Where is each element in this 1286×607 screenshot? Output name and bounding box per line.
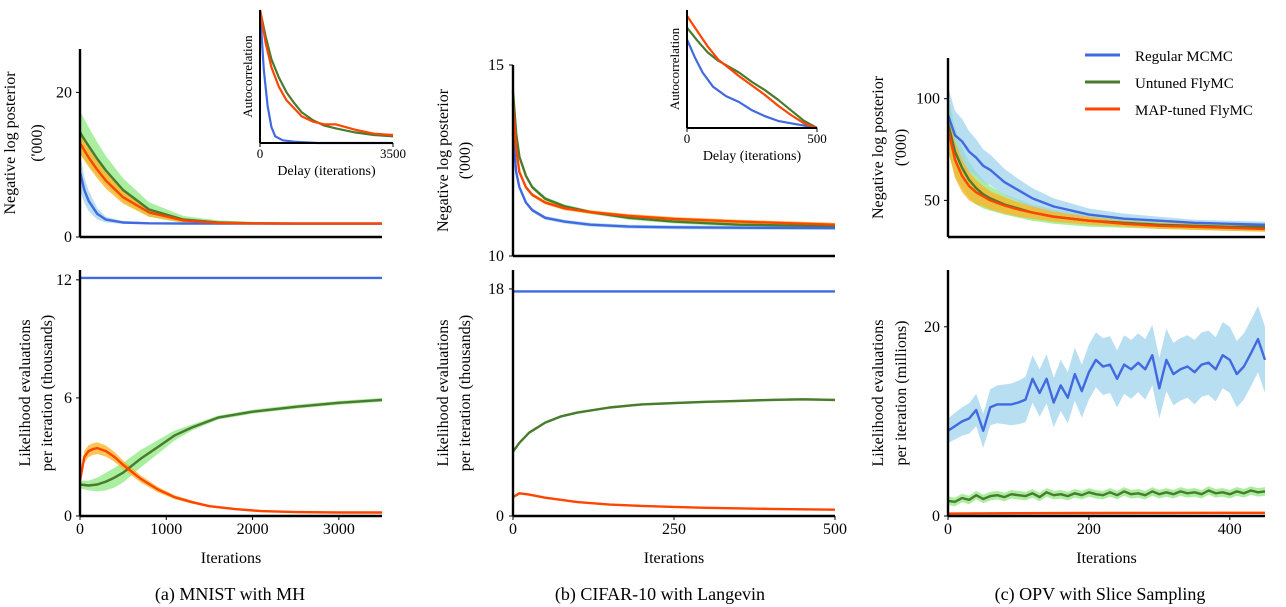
ylabel-a-bottom-0: Likelihood evaluations [17,319,34,466]
xtick-label-a-inset-1: 3500 [380,146,406,161]
ytick-label-a-bottom-0: 0 [64,508,72,525]
series-untuned-flymc-a-inset [258,9,394,138]
series-map-tuned-flymc-a-bottom [78,446,382,514]
xtick-label-c-bottom-0: 0 [944,521,952,538]
series-untuned-flymc-c-bottom [947,489,1266,503]
series-map-tuned-flymc-b-top [511,103,836,226]
series-regular-mcmc-b-top [511,133,836,230]
xtick-label-c-bottom-2: 400 [1218,521,1242,538]
panel-c-top: 50 100 Negative log posterior ('000) [870,58,1266,239]
series-regular-mcmc-c-top [946,114,1266,226]
band-regular-mcmc-c-bottom [948,306,1265,448]
series-map-tuned-flymc-b-bottom [512,492,836,511]
xtick-label-b-bottom-2: 500 [823,521,847,538]
xtick-label-a-bottom-3: 3000 [323,521,355,538]
series-untuned-flymc-b-top [511,91,836,228]
legend-label-regular-mcmc: Regular MCMC [1135,49,1233,65]
panel-b-top: 10 15 Negative log posterior ('000) [435,57,836,265]
band-untuned-flymc-c-bottom [948,486,1265,507]
xtick-label-b-inset-0: 0 [684,131,691,146]
band-untuned-flymc-b-bottom [513,398,835,453]
legend: Regular MCMC Untuned FlyMC MAP-tuned Fly… [1085,49,1253,119]
series-map-tuned-flymc-b-inset [686,15,818,130]
xtick-label-a-bottom-2: 2000 [237,521,269,538]
xtick-label-a-bottom-0: 0 [76,521,84,538]
ylabel-a-inset-0: Autocorrelation [240,35,255,118]
panel-b-inset: 0 500 Delay (iterations) Autocorrelation [667,10,827,164]
xtick-label-b-bottom-1: 250 [662,521,686,538]
ylabel-c-bottom-0: Likelihood evaluations [870,319,887,466]
series-regular-mcmc-b-inset [685,39,818,130]
series-untuned-flymc-b-inset [686,27,818,129]
ytick-label-b-top-1: 15 [488,57,504,74]
ylabel-b-top-1: ('000) [457,142,474,180]
band-regular-mcmc-c-top [948,86,1265,228]
ytick-label-a-bottom-1: 6 [64,390,72,407]
band-regular-mcmc-b-top [513,131,835,230]
legend-label-map-tuned-flymc: MAP-tuned FlyMC [1135,103,1253,119]
caption-a: (a) MNIST with MH [155,584,305,605]
ylabel-b-inset-0: Autocorrelation [667,27,682,110]
xlabel-b-bottom: Iterations [644,550,704,567]
ytick-label-c-bottom-1: 20 [924,319,940,336]
xlabel-a-inset: Delay (iterations) [277,164,376,179]
ytick-label-c-bottom-0: 0 [932,508,940,525]
series-regular-mcmc-a-inset [258,9,393,145]
ytick-label-a-bottom-2: 12 [56,272,72,289]
ytick-label-b-bottom-1: 18 [488,281,504,298]
ytick-label-a-top-0: 0 [64,229,72,246]
panel-a-bottom: 0 6 12 0 1000 2000 3000 Iterations Likelihood ev… [17,270,383,567]
ylabel-b-bottom-0: Likelihood evaluations [435,319,452,466]
series-map-tuned-flymc-a-inset [258,9,394,137]
xlabel-c-bottom: Iterations [1076,550,1136,567]
ytick-label-b-bottom-0: 0 [496,508,504,525]
caption-c: (c) OPV with Slice Sampling [995,584,1206,605]
series-map-tuned-flymc-c-top [946,128,1266,231]
series-untuned-flymc-a-bottom [79,398,383,487]
xlabel-b-inset: Delay (iterations) [703,149,802,164]
xlabel-a-bottom: Iterations [201,550,261,567]
ylabel-a-bottom-1: per iteration (thousands) [39,315,56,471]
ylabel-c-top-0: Negative log posterior [870,75,887,219]
ytick-label-a-top-1: 20 [56,84,72,101]
xtick-label-b-bottom-0: 0 [509,521,517,538]
ytick-label-c-top-0: 50 [924,192,940,209]
ylabel-c-top-1: ('000) [893,129,910,167]
xtick-label-c-bottom-1: 200 [1077,521,1101,538]
xtick-label-b-inset-1: 500 [807,131,827,146]
series-regular-mcmc-c-bottom [947,337,1267,432]
xtick-label-a-bottom-1: 1000 [150,521,182,538]
caption-b: (b) CIFAR-10 with Langevin [555,584,765,605]
ylabel-a-top-0: Negative log posterior [2,71,19,215]
ylabel-b-bottom-1: per iteration (thousands) [457,315,474,471]
xtick-label-a-inset-0: 0 [257,146,264,161]
panel-a-top: 0 20 Negative log posterior ('000) [2,49,382,246]
ylabel-c-bottom-1: per iteration (millions) [893,321,910,466]
band-untuned-flymc-a-bottom [80,397,382,492]
ytick-label-c-top-1: 100 [916,91,940,108]
ylabel-a-top-1: ('000) [29,124,46,162]
panel-a-inset: 0 3500 Delay (iterations) Autocorrelation [240,9,406,179]
ytick-label-b-top-0: 10 [488,248,504,265]
series-map-tuned-flymc-c-bottom [947,511,1265,515]
series-map-tuned-flymc-a-top [78,142,382,225]
panel-b-bottom: 0 18 0 250 500 Iterations Likelihood evaluatio… [435,270,847,567]
ylabel-b-top-0: Negative log posterior [435,88,452,232]
series-untuned-flymc-b-bottom [512,398,836,453]
legend-label-untuned-flymc: Untuned FlyMC [1135,76,1234,92]
